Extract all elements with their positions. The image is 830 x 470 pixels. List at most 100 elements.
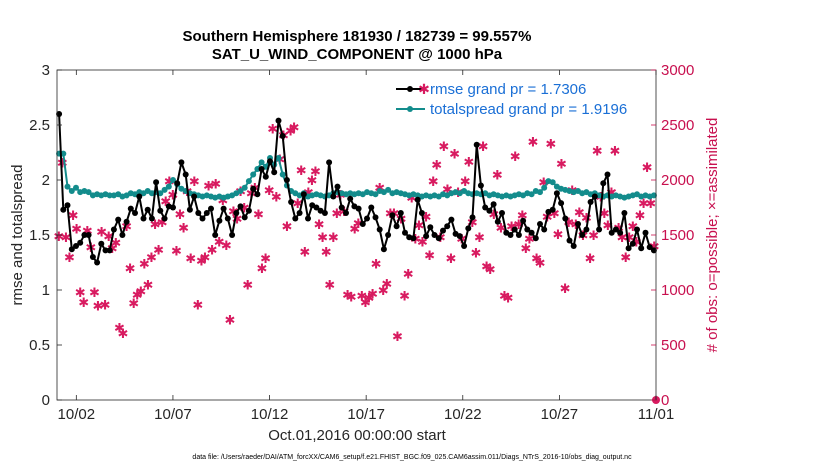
rmse-point <box>562 215 569 222</box>
y-left-tick-label: 1.5 <box>29 227 50 244</box>
rmse-point <box>397 210 404 216</box>
rmse-point <box>402 229 408 236</box>
obs-marker: ✱ <box>381 276 392 291</box>
obs-marker: ✱ <box>367 286 378 301</box>
rmse-point <box>212 232 219 238</box>
obs-marker: ✱ <box>467 215 478 230</box>
rmse-point <box>305 215 311 222</box>
rmse-point <box>570 243 577 249</box>
rmse-point <box>153 179 160 186</box>
rmse-point <box>431 232 438 238</box>
rmse-point <box>140 215 147 222</box>
obs-marker: ✱ <box>257 261 268 276</box>
rmse-point <box>612 226 619 233</box>
rmse-point <box>347 195 354 202</box>
obs-marker: ✱ <box>200 250 211 265</box>
obs-marker: ✱ <box>292 196 303 211</box>
totalspread-point <box>254 166 261 172</box>
totalspread-point <box>64 183 71 190</box>
rmse-point <box>423 233 430 240</box>
obs-marker: ✱ <box>93 298 104 313</box>
obs-marker: ✱ <box>528 135 539 150</box>
obs-marker: ✱ <box>271 190 282 205</box>
y-left-tick-label: 2.5 <box>29 117 50 134</box>
rmse-point <box>224 215 231 222</box>
obs-marker: ✱ <box>264 183 275 198</box>
obs-marker: ✱ <box>649 239 660 254</box>
obs-marker: ✱ <box>610 143 621 158</box>
rmse-point <box>203 210 210 216</box>
rmse-point <box>579 232 586 238</box>
obs-marker: ✱ <box>485 262 496 277</box>
obs-marker: ✱ <box>139 257 150 272</box>
obs-marker: ✱ <box>346 290 357 305</box>
y-right-tick-label: 2500 <box>661 117 694 134</box>
obs-marker: ✱ <box>520 241 531 256</box>
totalspread-point <box>528 191 535 198</box>
rmse-point <box>216 217 223 224</box>
rmse-point <box>418 210 425 216</box>
obs-marker: ✱ <box>314 217 325 232</box>
obs-marker: ✱ <box>239 201 250 216</box>
rmse-point <box>444 223 451 230</box>
rmse-point <box>127 205 134 212</box>
rmse-point <box>110 226 117 233</box>
rmse-point <box>279 133 286 139</box>
obs-marker: ✱ <box>260 251 271 266</box>
rmse-point <box>102 247 109 254</box>
totalspread-point <box>250 171 257 178</box>
obs-marker: ✱ <box>617 230 628 245</box>
obs-marker: ✱ <box>574 205 585 220</box>
x-tick-label: 11/01 <box>638 406 674 423</box>
totalspread-point <box>237 188 244 194</box>
obs-marker: ✱ <box>321 245 332 260</box>
obs-marker: ✱ <box>207 242 218 257</box>
obs-marker: ✱ <box>549 206 560 221</box>
totalspread-point <box>258 159 265 166</box>
obs-marker: ✱ <box>282 219 293 234</box>
rmse-point <box>245 207 252 214</box>
obs-marker: ✱ <box>132 287 143 302</box>
obs-marker: ✱ <box>299 245 310 260</box>
obs-marker: ✱ <box>114 320 125 335</box>
obs-marker: ✱ <box>624 230 635 245</box>
rmse-point <box>600 180 607 187</box>
obs-marker: ✱ <box>399 289 410 304</box>
obs-marker: ✱ <box>506 219 517 234</box>
rmse-point <box>254 191 261 198</box>
obs-marker: ✱ <box>303 185 314 200</box>
rmse-point <box>258 166 265 172</box>
obs-marker: ✱ <box>75 285 86 300</box>
obs-marker: ✱ <box>421 209 432 224</box>
rmse-point <box>532 235 539 242</box>
y-axis-left-label: rmse and totalspread <box>9 165 26 306</box>
obs-marker: ✱ <box>146 250 157 265</box>
rmse-point <box>73 243 79 249</box>
obs-marker: ✱ <box>481 259 492 274</box>
rmse-point <box>629 240 636 247</box>
rmse-point <box>123 218 130 225</box>
rmse-point <box>191 193 198 200</box>
obs-marker: ✱ <box>178 220 189 235</box>
rmse-point <box>524 226 531 233</box>
rmse-point <box>490 201 497 208</box>
chart-title-line2: SAT_U_WIND_COMPONENT @ 1000 hPa <box>212 46 503 63</box>
rmse-series <box>56 111 657 266</box>
rmse-point <box>161 215 168 222</box>
y-left-tick-label: 0 <box>42 392 50 409</box>
rmse-point <box>604 171 611 178</box>
rmse-point <box>587 199 594 205</box>
plot-area <box>57 70 656 400</box>
y-right-tick-label: 1500 <box>661 227 694 244</box>
rmse-point <box>89 254 96 260</box>
obs-marker: ✱ <box>417 235 428 250</box>
obs-marker: ✱ <box>71 221 82 236</box>
obs-marker: ✱ <box>203 179 214 194</box>
obs-marker: ✱ <box>185 251 196 266</box>
x-tick-label: 10/22 <box>444 406 482 423</box>
obs-marker: ✱ <box>449 147 460 162</box>
obs-marker: ✱ <box>560 281 571 296</box>
rmse-point <box>389 212 396 219</box>
obs-marker: ✱ <box>164 174 175 189</box>
rmse-point <box>195 210 202 216</box>
